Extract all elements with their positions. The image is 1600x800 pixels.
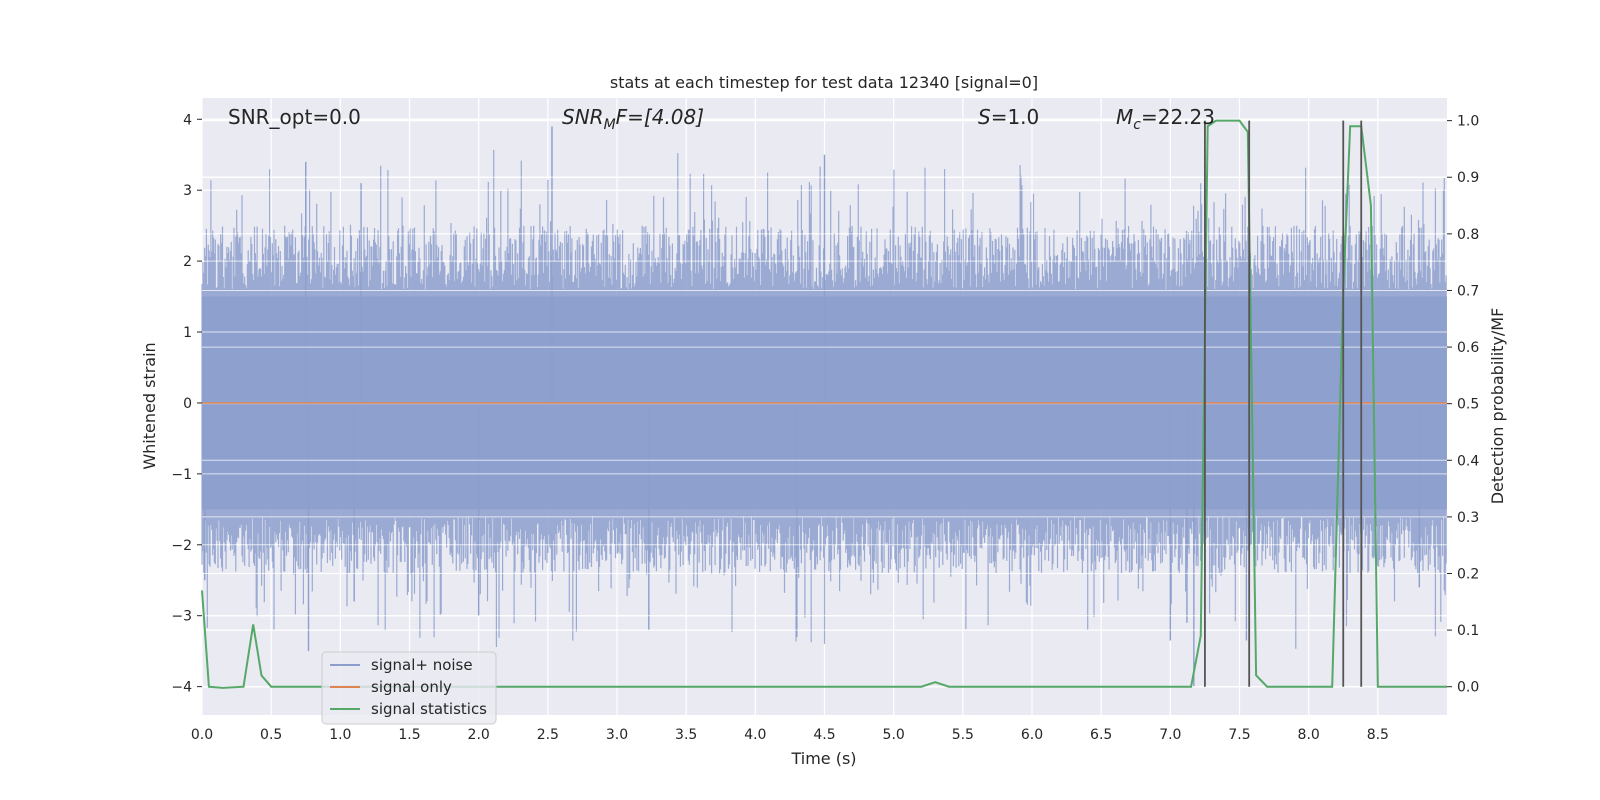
y2-tick-label: 0.1: [1457, 623, 1479, 639]
y-tick-label: 4: [183, 112, 192, 128]
y2tick-layer: 1.0 0.9 0.8 0.7 0.6 0.5 0.4 0.3 0.2 0.1 0.0: [1447, 114, 1479, 696]
y-tick-label: −4: [171, 680, 192, 696]
y2-tick-label: 0.9: [1457, 170, 1479, 186]
x-tick-label: 3.0: [606, 727, 628, 743]
annotation-snr-mf-base: SNR: [562, 105, 604, 129]
chart-title: stats at each timestep for test data 123…: [610, 73, 1038, 92]
y-tick-label: 0: [183, 396, 192, 412]
x-tick-label: 8.0: [1298, 727, 1320, 743]
y-tick-label: 2: [183, 254, 192, 270]
annotation-s: S=1.0: [978, 105, 1039, 129]
x-tick-label: 5.5: [952, 727, 974, 743]
x-tick-label: 6.5: [1090, 727, 1112, 743]
annotation-mc: Mc=22.23: [1116, 105, 1215, 133]
x-tick-label: 0.5: [260, 727, 282, 743]
x-tick-label: 6.0: [1021, 727, 1043, 743]
annotation-mc-sub: c: [1133, 117, 1141, 133]
legend-label-signal-only: signal only: [371, 678, 452, 696]
annotation-s-var: S: [978, 105, 991, 129]
y-tick-label: 1: [183, 325, 192, 341]
x-axis-label: Time (s): [790, 749, 856, 768]
y2-tick-label: 0.7: [1457, 283, 1479, 299]
y2-tick-label: 0.5: [1457, 397, 1479, 413]
annotation-snr-mf: SNRMF=[4.08]: [562, 105, 704, 133]
x-tick-label: 2.0: [468, 727, 490, 743]
annotation-snr-opt: SNR_opt=0.0: [228, 105, 361, 129]
x-tick-label: 4.0: [744, 727, 766, 743]
x-tick-label: 5.0: [883, 727, 905, 743]
y2-tick-label: 0.8: [1457, 227, 1479, 243]
x-tick-label: 7.0: [1159, 727, 1181, 743]
y2-tick-label: 0.2: [1457, 566, 1479, 582]
legend-box: [321, 651, 497, 725]
y2-tick-label: 0.3: [1457, 510, 1479, 526]
legend: signal+ noise signal only signal statist…: [321, 651, 497, 725]
y2-tick-label: 1.0: [1457, 114, 1479, 130]
annotation-snr-mf-sub: M: [604, 117, 616, 133]
x-tick-label: 3.5: [675, 727, 697, 743]
annotation-mc-rest: =22.23: [1141, 105, 1215, 129]
y-tick-label: 3: [183, 183, 192, 199]
y-tick-label: −3: [171, 609, 192, 625]
x-tick-label: 1.0: [329, 727, 351, 743]
legend-label-signal-noise: signal+ noise: [371, 656, 473, 674]
y2-tick-label: 0.4: [1457, 453, 1479, 469]
annotation-snr-mf-rest: F=[4.08]: [616, 105, 704, 129]
x-tick-label: 0.0: [191, 727, 213, 743]
y2-tick-label: 0.0: [1457, 680, 1479, 696]
y-axis-label: Whitened strain: [140, 342, 159, 469]
x-tick-label: 1.5: [398, 727, 420, 743]
y-tick-label: −2: [171, 538, 192, 554]
x-tick-label: 4.5: [813, 727, 835, 743]
annotation-mc-var: M: [1116, 105, 1133, 129]
x-tick-label: 2.5: [537, 727, 559, 743]
series-signal-statistics: [201, 119, 1447, 689]
vline-layer: [1204, 120, 1363, 687]
y2-tick-label: 0.6: [1457, 340, 1479, 356]
series-layer: [201, 119, 1447, 689]
annotation-s-rest: =1.0: [991, 105, 1040, 129]
xtick-layer: 0.0 0.5 1.0 1.5 2.0 2.5 3.0 3.5 4.0 4.5 5.0 5.5 6.0 6…: [191, 727, 1389, 743]
ytick-layer: 4 3 2 1 0 −1 −2 −3 −4: [171, 112, 202, 696]
x-tick-label: 8.5: [1367, 727, 1389, 743]
y-tick-label: −1: [171, 467, 192, 483]
x-tick-label: 7.5: [1228, 727, 1250, 743]
y2-axis-label: Detection probability/MF: [1488, 308, 1507, 505]
legend-label-signal-statistics: signal statistics: [371, 700, 487, 718]
